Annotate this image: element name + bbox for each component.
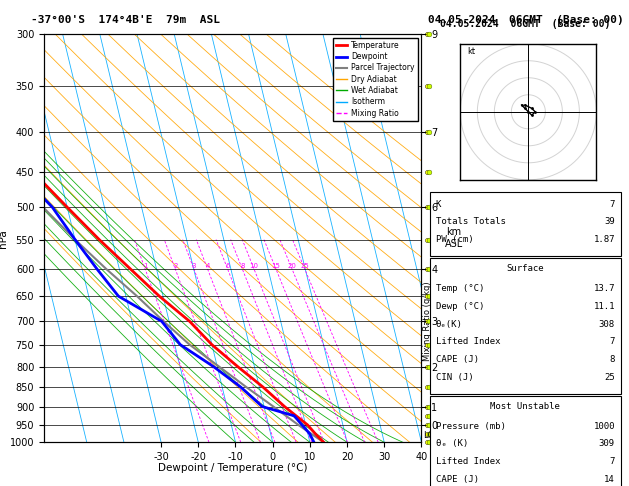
Legend: Temperature, Dewpoint, Parcel Trajectory, Dry Adiabat, Wet Adiabat, Isotherm, Mi: Temperature, Dewpoint, Parcel Trajectory… — [333, 38, 418, 121]
Text: 14: 14 — [604, 475, 615, 484]
Text: 4: 4 — [206, 263, 210, 269]
Bar — [430, 396, 621, 486]
Text: Mixing Ratio (g/kg): Mixing Ratio (g/kg) — [423, 281, 432, 361]
Text: CAPE (J): CAPE (J) — [435, 475, 479, 484]
Text: 15: 15 — [272, 263, 281, 269]
Text: 10: 10 — [250, 263, 259, 269]
Text: θₑ (K): θₑ (K) — [435, 439, 468, 449]
Text: LCL: LCL — [423, 431, 438, 440]
Text: CIN (J): CIN (J) — [435, 373, 473, 382]
Text: kt: kt — [467, 47, 476, 56]
Text: Lifted Index: Lifted Index — [435, 457, 500, 466]
Text: K: K — [435, 200, 441, 208]
Text: Lifted Index: Lifted Index — [435, 337, 500, 346]
Text: Dewp (°C): Dewp (°C) — [435, 302, 484, 311]
X-axis label: Dewpoint / Temperature (°C): Dewpoint / Temperature (°C) — [158, 463, 308, 473]
Text: 8: 8 — [240, 263, 245, 269]
Text: 1000: 1000 — [593, 422, 615, 431]
Text: 8: 8 — [610, 355, 615, 364]
Text: 6: 6 — [225, 263, 230, 269]
Bar — [430, 191, 621, 256]
Y-axis label: hPa: hPa — [0, 229, 8, 247]
Bar — [430, 259, 621, 394]
Text: 20: 20 — [287, 263, 296, 269]
Text: Surface: Surface — [506, 264, 544, 273]
Text: -37°00'S  174°4B'E  79m  ASL: -37°00'S 174°4B'E 79m ASL — [31, 15, 220, 25]
Text: θₑ(K): θₑ(K) — [435, 319, 462, 329]
Text: CAPE (J): CAPE (J) — [435, 355, 479, 364]
Text: 3: 3 — [192, 263, 196, 269]
Text: 25: 25 — [301, 263, 309, 269]
Text: 309: 309 — [599, 439, 615, 449]
Text: 11.1: 11.1 — [593, 302, 615, 311]
Text: 13.7: 13.7 — [593, 284, 615, 293]
Text: 7: 7 — [610, 457, 615, 466]
Text: 1: 1 — [143, 263, 147, 269]
Text: 2: 2 — [173, 263, 177, 269]
Text: 7: 7 — [610, 337, 615, 346]
Text: Temp (°C): Temp (°C) — [435, 284, 484, 293]
Text: Totals Totals: Totals Totals — [435, 217, 505, 226]
Text: 1.87: 1.87 — [593, 235, 615, 244]
Text: 04.05.2024  06GMT  (Base: 00): 04.05.2024 06GMT (Base: 00) — [440, 19, 610, 29]
Y-axis label: km
ASL: km ASL — [445, 227, 463, 249]
Text: 7: 7 — [610, 200, 615, 208]
Text: 25: 25 — [604, 373, 615, 382]
Text: Most Unstable: Most Unstable — [490, 401, 560, 411]
Text: Pressure (mb): Pressure (mb) — [435, 422, 505, 431]
Text: 04.05.2024  06GMT  (Base: 00): 04.05.2024 06GMT (Base: 00) — [428, 15, 623, 25]
Text: 308: 308 — [599, 319, 615, 329]
Text: 39: 39 — [604, 217, 615, 226]
Text: PW (cm): PW (cm) — [435, 235, 473, 244]
